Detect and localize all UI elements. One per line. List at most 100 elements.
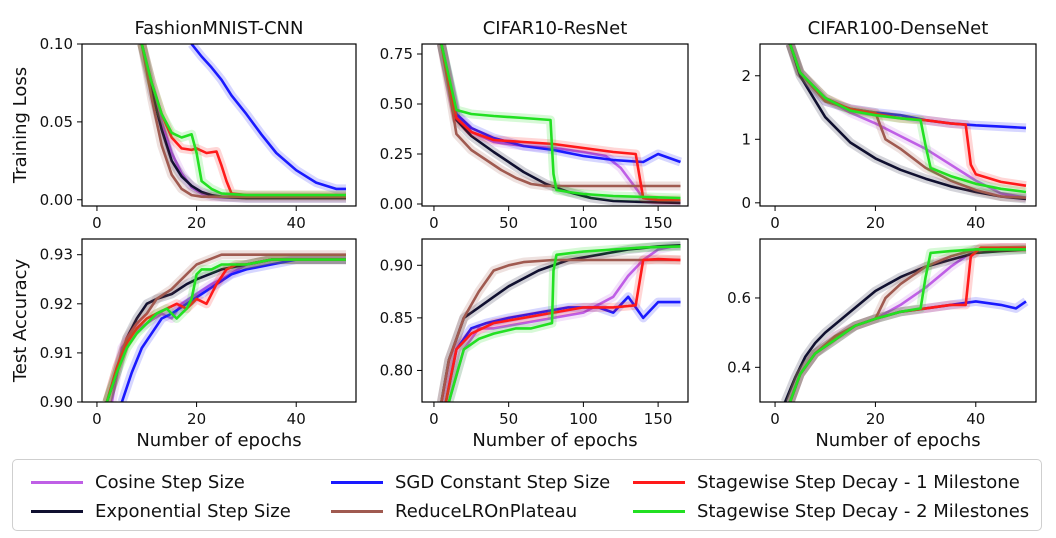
- plot-area: [436, 240, 681, 402]
- series-band: [436, 44, 681, 205]
- x-tick-label: 100: [569, 214, 598, 232]
- series-line: [788, 248, 1026, 402]
- legend-label: Stagewise Step Decay - 1 Milestone: [697, 471, 1020, 493]
- x-tick-label: 20: [187, 410, 206, 428]
- series-line: [140, 44, 346, 198]
- x-axis-label: Number of epochs: [472, 430, 637, 451]
- series-line: [120, 258, 346, 402]
- y-axis-label: Training Loss: [10, 67, 31, 184]
- y-tick-label: 0.90: [40, 393, 73, 411]
- series-line: [440, 44, 681, 188]
- y-tick-label: 0.93: [40, 246, 73, 264]
- subplot-5: 0 50 100 150 0.80 0.85 0.90 Number of epochs: [380, 238, 689, 451]
- legend-item: Exponential Step Size: [31, 498, 291, 524]
- legend-item: Cosine Step Size: [31, 469, 245, 495]
- x-tick-label: 50: [499, 214, 518, 232]
- x-tick-label: 40: [287, 410, 306, 428]
- y-tick-label: 0.00: [40, 191, 73, 209]
- legend-swatch: [331, 480, 383, 484]
- x-tick-label: 0: [92, 410, 102, 428]
- x-tick-label: 40: [287, 214, 306, 232]
- subplot-title: CIFAR100-DenseNet: [808, 18, 989, 39]
- series-line: [440, 44, 681, 202]
- series-band: [436, 44, 681, 206]
- subplot-6: 0 20 40 0.4 0.6 Number of epochs: [727, 238, 1037, 451]
- series-line: [105, 253, 346, 402]
- y-tick-label: 2: [741, 67, 751, 85]
- series-line: [447, 245, 681, 402]
- x-axis-label: Number of epochs: [815, 430, 980, 451]
- series-band: [437, 44, 681, 203]
- plot-area: [785, 44, 1027, 204]
- legend-item: Stagewise Step Decay - 2 Milestones: [633, 498, 1029, 524]
- legend-swatch: [331, 509, 383, 513]
- legend-swatch: [633, 480, 685, 484]
- series-band: [117, 255, 346, 402]
- series-line: [440, 258, 681, 402]
- x-tick-label: 0: [770, 410, 780, 428]
- series-line: [444, 257, 681, 402]
- series-line: [788, 44, 1027, 199]
- series-line: [440, 44, 681, 200]
- x-tick-label: 150: [644, 410, 673, 428]
- x-tick-label: 0: [770, 214, 780, 232]
- y-tick-label: 0.00: [380, 195, 413, 213]
- y-tick-label: 0.4: [727, 358, 751, 376]
- series-line: [140, 44, 346, 200]
- legend-swatch: [633, 509, 685, 513]
- plot-area: [436, 44, 683, 206]
- axes-frame: [81, 43, 357, 207]
- subplot-1: 0 20 40 0.00 0.05 0.10 FashionMNIST-CNN Trainin…: [10, 18, 357, 232]
- legend-label: Exponential Step Size: [95, 500, 291, 522]
- x-tick-label: 20: [866, 214, 885, 232]
- legend-swatch: [31, 509, 83, 513]
- legend-swatch: [31, 480, 83, 484]
- plot-area: [102, 250, 346, 402]
- series-line: [440, 44, 681, 205]
- x-tick-label: 0: [92, 214, 102, 232]
- axes-frame: [759, 238, 1037, 403]
- x-tick-label: 50: [499, 410, 518, 428]
- y-tick-label: 1: [741, 130, 751, 148]
- subplot-4: 0 20 40 0.90 0.91 0.92 0.93 Number of epochs Tes…: [10, 238, 357, 451]
- legend-item: ReduceLROnPlateau: [331, 498, 577, 524]
- axes-frame: [421, 43, 689, 207]
- subplot-title: FashionMNIST-CNN: [134, 18, 303, 39]
- series-line: [140, 44, 346, 197]
- legend: Cosine Step Size Exponential Step Size S…: [12, 459, 1042, 531]
- figure-grid: 0 20 400.000.050.10FashionMNIST-CNNTrainin…: [10, 18, 1037, 451]
- series-line: [440, 44, 681, 164]
- y-tick-label: 0.25: [380, 145, 413, 163]
- subplot-2: 0 50 100 150 0.00 0.25 0.50 0.75 CIFAR10-ResNet: [380, 18, 689, 232]
- x-tick-label: 0: [429, 410, 439, 428]
- y-tick-label: 0.92: [40, 295, 73, 313]
- axes-frame: [81, 238, 357, 403]
- x-tick-label: 20: [187, 214, 206, 232]
- axes-frame: [421, 238, 689, 403]
- x-tick-label: 150: [644, 214, 673, 232]
- series-band: [436, 44, 681, 206]
- plot-area: [780, 243, 1029, 402]
- legend-label: ReduceLROnPlateau: [395, 500, 578, 522]
- y-tick-label: 0: [741, 194, 751, 212]
- series-line: [440, 44, 681, 204]
- x-tick-label: 20: [866, 410, 885, 428]
- subplot-3: 0 20 40 0 1 2 CIFAR100-DenseNet: [741, 18, 1037, 232]
- y-axis-label: Test Accuracy: [10, 258, 31, 383]
- series-band: [188, 44, 346, 194]
- series-line: [190, 44, 346, 191]
- plot-area: [137, 44, 346, 203]
- y-tick-label: 0.05: [40, 113, 73, 131]
- y-tick-label: 0.50: [380, 95, 413, 113]
- y-tick-label: 0.10: [40, 35, 73, 53]
- y-tick-label: 0.80: [380, 361, 413, 379]
- legend-label: Cosine Step Size: [95, 471, 245, 493]
- legend-label: Stagewise Step Decay - 2 Milestones: [697, 500, 1030, 522]
- y-tick-label: 0.90: [380, 256, 413, 274]
- legend-item: SGD Constant Step Size: [331, 469, 610, 495]
- y-tick-label: 0.75: [380, 45, 413, 63]
- x-axis-label: Number of epochs: [136, 430, 301, 451]
- y-tick-label: 0.91: [40, 344, 73, 362]
- series-band: [780, 244, 1027, 402]
